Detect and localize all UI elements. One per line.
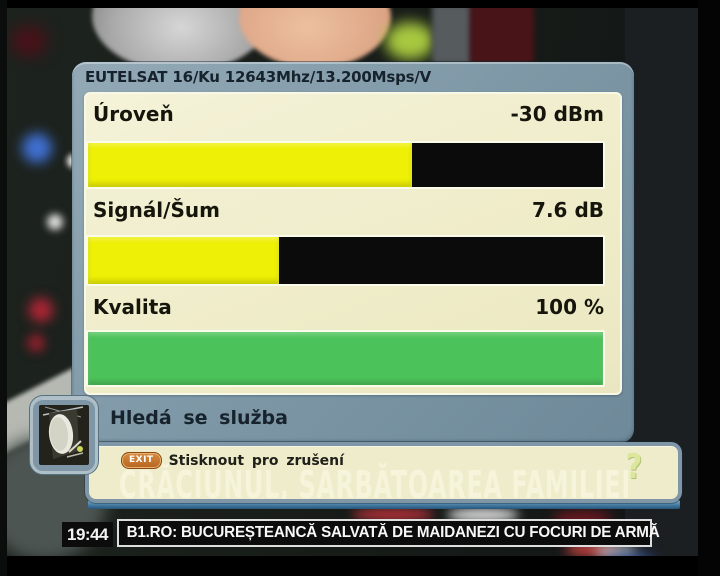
ticker-headline-box: B1.RO: BUCUREȘTEANCĂ SALVATĂ DE MAIDANEZ… [117,519,660,547]
studio-light-blob [385,22,435,60]
letterbox-bar-left [0,0,7,576]
search-status-text: Hledá se služba [110,407,288,429]
ticker-clock: 19:44 [62,522,113,547]
christmas-light [29,298,53,322]
quality-bar-fill [88,332,603,385]
letterbox-bar-bottom [0,556,720,576]
exit-hint-row: EXIT Stisknout pro zrušení [121,452,344,469]
snr-bar [86,235,605,286]
satellite-dish-icon [30,396,98,474]
studio-blur [352,508,434,521]
level-value: -30 dBm [510,102,605,126]
exit-hint-text: Stisknout pro zrušení [168,452,344,469]
letterbox-bar-top [0,0,720,8]
quality-label: Kvalita [93,295,172,319]
quality-value: 100 % [535,295,604,319]
satellite-dish-icon-frame [39,405,89,465]
quality-bar [86,330,605,387]
presenter-head [239,8,391,68]
christmas-light [47,214,63,230]
transponder-title: EUTELSAT 16/Ku 12643Mhz/13.200Msps/V [85,68,432,86]
signal-meter-dialog: EUTELSAT 16/Ku 12643Mhz/13.200Msps/V Úro… [72,62,634,443]
exit-button[interactable]: EXIT [121,452,162,469]
level-label: Úroveň [93,102,174,126]
meter-panel: Úroveň -30 dBm Signál/Šum 7.6 dB Kvalita… [84,92,622,395]
satellite-dish-glyph [42,406,84,459]
ticker-headline-text: B1.RO: BUCUREȘTEANCĂ SALVATĂ DE MAIDANEZ… [126,524,660,541]
level-bar [86,141,605,189]
studio-wall-band [432,8,472,64]
tv-banner-headline-ghost: CRĂCIUNUL, SĂRBĂTOAREA FAMILIEI [119,463,631,503]
christmas-light [27,334,45,352]
snr-bar-fill [88,237,279,284]
christmas-light [11,26,47,56]
snr-value: 7.6 dB [532,198,604,222]
studio-wall-band [470,8,534,64]
question-mark-icon: ? [625,447,643,487]
letterbox-bar-right [698,0,720,576]
tv-banner-edge [88,500,680,509]
hint-panel: CRĂCIUNUL, SĂRBĂTOAREA FAMILIEI EXIT Sti… [85,442,682,503]
studio-blur [595,546,637,556]
level-bar-fill [88,143,413,187]
snr-label: Signál/Šum [93,198,220,222]
studio-blur [447,508,519,522]
studio-blur [605,554,655,556]
christmas-light [22,133,52,163]
